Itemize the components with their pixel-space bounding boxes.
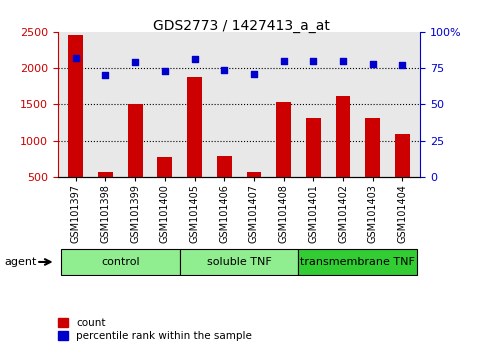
Bar xyxy=(336,96,351,213)
Bar xyxy=(180,249,298,275)
Point xyxy=(161,68,169,74)
Point xyxy=(131,59,139,65)
Point xyxy=(72,55,80,61)
Point xyxy=(280,58,287,64)
Point xyxy=(250,71,258,77)
Legend: count, percentile rank within the sample: count, percentile rank within the sample xyxy=(54,314,256,345)
Bar xyxy=(217,156,232,213)
Bar xyxy=(187,77,202,213)
Bar xyxy=(395,134,410,213)
Text: transmembrane TNF: transmembrane TNF xyxy=(300,257,415,267)
Text: control: control xyxy=(101,257,140,267)
Bar xyxy=(298,249,417,275)
Point xyxy=(220,67,228,73)
Bar xyxy=(306,118,321,213)
Point xyxy=(339,58,347,64)
Bar xyxy=(69,35,83,213)
Text: soluble TNF: soluble TNF xyxy=(207,257,271,267)
Bar xyxy=(365,118,380,213)
Bar xyxy=(157,157,172,213)
Bar xyxy=(61,249,180,275)
Text: GDS2773 / 1427413_a_at: GDS2773 / 1427413_a_at xyxy=(153,19,330,34)
Point xyxy=(101,73,109,78)
Bar xyxy=(246,172,261,213)
Bar xyxy=(98,172,113,213)
Point xyxy=(191,57,199,62)
Point xyxy=(398,62,406,68)
Bar xyxy=(128,104,142,213)
Point xyxy=(310,58,317,64)
Bar xyxy=(276,102,291,213)
Point xyxy=(369,61,377,67)
Text: agent: agent xyxy=(5,257,37,267)
